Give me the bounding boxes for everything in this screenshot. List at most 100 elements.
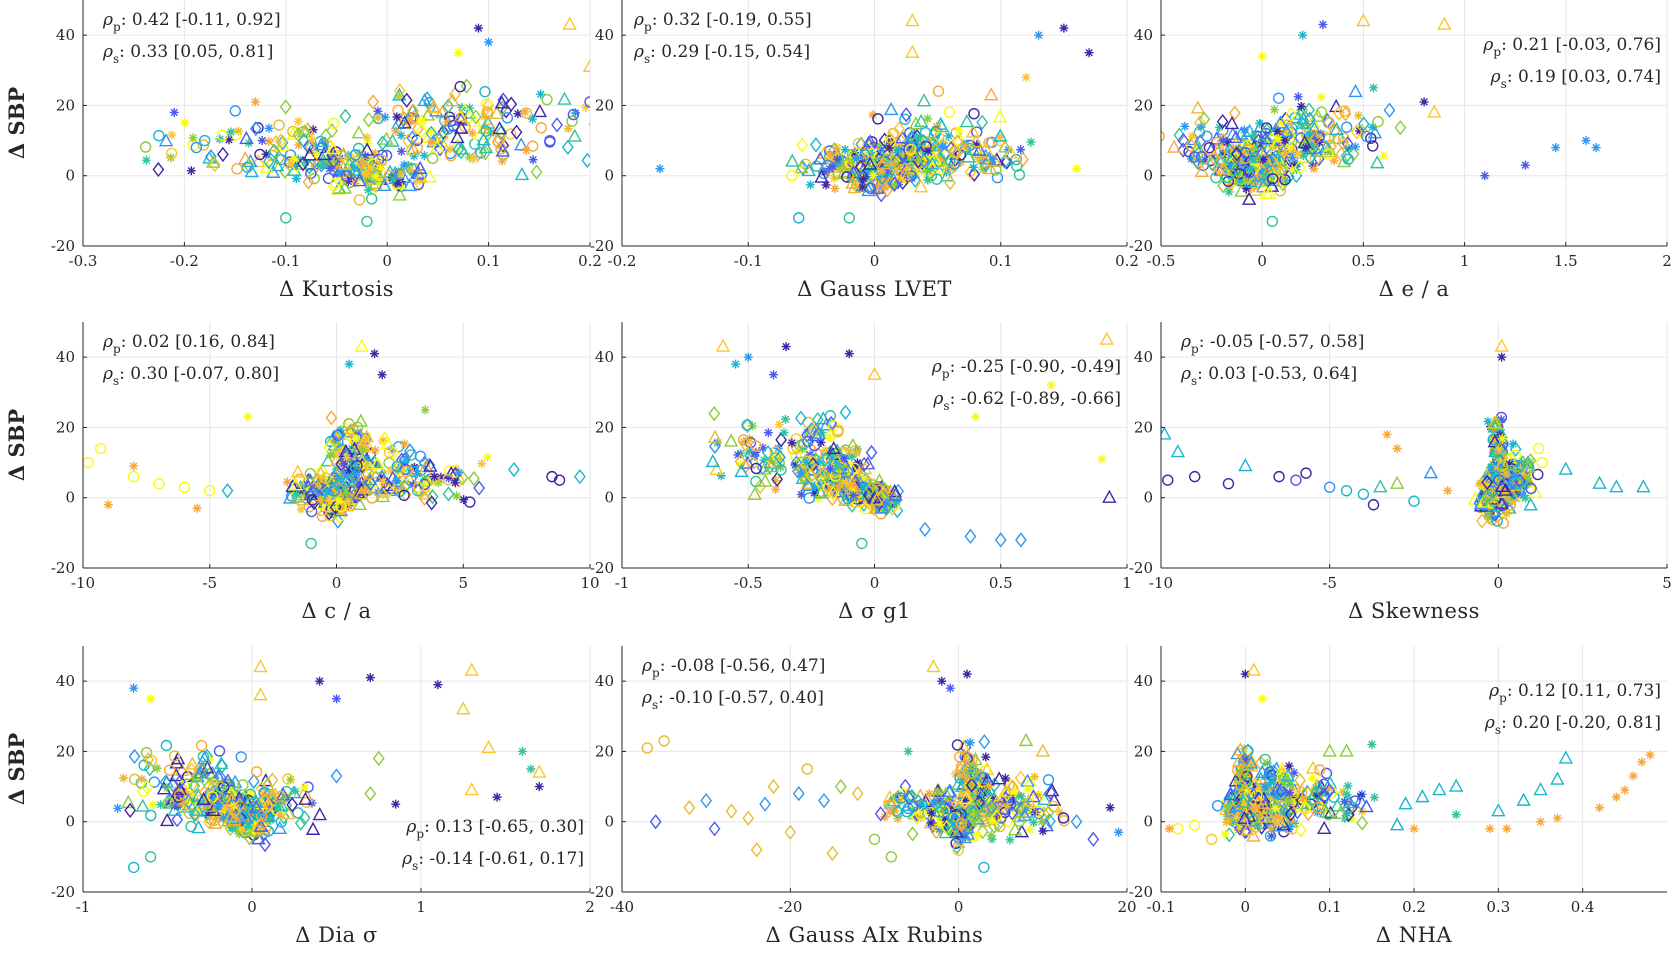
data-point [1520,480,1530,490]
data-point [1298,151,1308,161]
x-tick-label: 5 [1662,574,1672,592]
data-point [1035,743,1051,757]
data-point [935,820,945,830]
data-point [1347,814,1357,824]
data-point [889,180,899,190]
data-point [1253,821,1263,831]
data-point [1034,30,1044,40]
data-point [1398,796,1413,810]
data-point [243,412,253,422]
data-point [254,806,264,816]
data-point [938,786,954,800]
data-point [526,140,539,152]
data-point [293,116,303,126]
data-point [708,438,721,454]
data-point [377,177,392,191]
data-point [991,771,1007,785]
data-point [1483,510,1493,520]
data-point [370,456,385,470]
data-point [1483,416,1493,426]
data-point [1249,154,1259,164]
data-point [442,98,455,114]
data-point [851,785,864,802]
data-point [1300,467,1312,479]
data-point [882,488,892,498]
data-point [1279,173,1291,186]
data-point [417,116,427,126]
data-point [1000,773,1010,783]
data-point [354,338,370,352]
data-point [1289,161,1299,171]
x-tick-label: -10 [71,574,95,592]
data-point [373,106,383,116]
data-point [352,496,367,511]
data-point [282,477,292,487]
data-point [229,804,241,817]
data-point [1308,161,1318,171]
x-tick-label: 0.1 [477,252,501,270]
data-point [1502,509,1512,519]
data-point [929,798,939,808]
data-point [956,812,966,822]
data-point [1348,84,1363,98]
data-point [375,177,385,187]
data-point [407,103,419,119]
data-point [305,537,317,550]
data-point [1394,119,1407,136]
data-point [876,156,892,170]
data-point [495,124,508,140]
data-point [1312,791,1322,801]
data-point [994,532,1007,548]
data-point [1234,820,1246,836]
data-point [1532,468,1544,481]
correlation-annotation-pearson: ρp: 0.13 [-0.65, 0.30] [405,817,584,841]
data-point [213,801,223,811]
data-point [406,130,419,146]
data-point [1500,489,1510,499]
data-point [1367,125,1383,139]
data-point [932,85,945,97]
data-point [1247,182,1263,196]
data-point [790,440,803,456]
data-point [332,169,342,179]
data-point [297,133,310,149]
data-point [658,735,670,747]
data-point [505,128,517,140]
data-point [205,755,215,765]
data-point [427,100,442,114]
data-point [224,135,234,145]
data-point [1342,153,1354,165]
data-point [473,480,486,496]
data-point [224,791,239,806]
data-point [1307,773,1317,783]
data-point [346,482,359,498]
data-point [800,477,816,492]
data-point [915,134,928,146]
data-point [829,173,839,183]
data-point [1263,763,1278,777]
data-point [1338,787,1348,797]
data-point [806,464,819,476]
data-point [520,107,533,119]
data-point [1222,802,1232,812]
data-point [324,495,334,505]
data-point [456,701,471,715]
data-point [1021,72,1031,82]
data-point [279,99,292,115]
data-point [900,805,913,818]
y-axis-label: Δ SBP [4,733,29,806]
data-point [1030,807,1040,817]
data-point [745,434,755,444]
data-point [165,147,178,160]
data-point [944,131,954,141]
data-point [1261,122,1273,139]
data-point [200,760,215,774]
y-tick-label: 40 [595,348,614,366]
correlation-annotation-spearman: ρs: 0.20 [-0.20, 0.81] [1484,713,1661,737]
data-point [445,93,460,107]
data-point [1238,756,1248,766]
data-point [946,811,956,821]
data-point [1329,156,1339,166]
data-point [182,797,198,811]
data-point [272,820,287,834]
